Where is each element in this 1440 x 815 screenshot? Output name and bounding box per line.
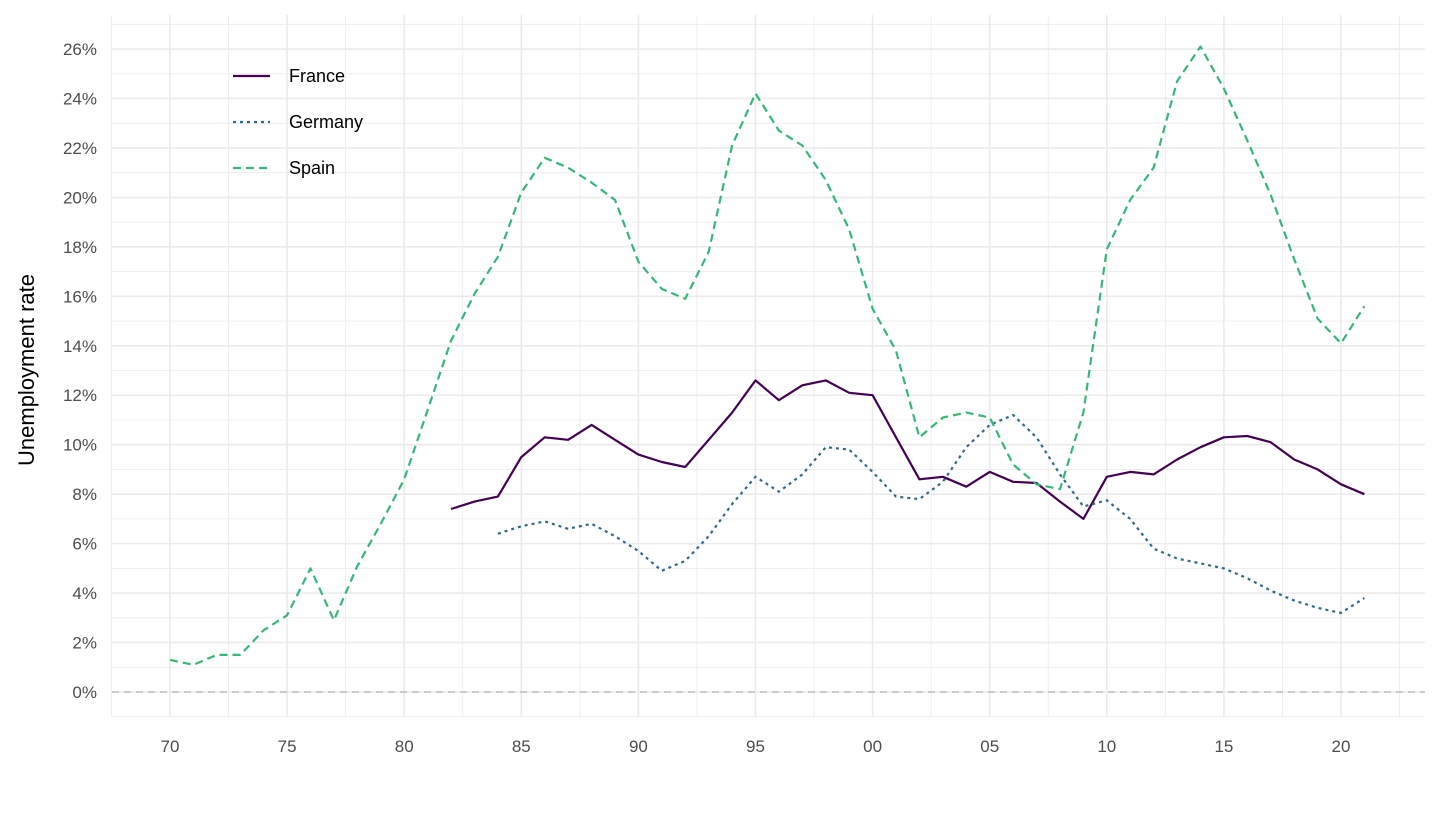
legend-label-spain: Spain	[289, 158, 335, 178]
y-tick-label: 16%	[63, 287, 97, 306]
y-tick-label: 8%	[72, 485, 97, 504]
series-lines	[169, 45, 1366, 666]
series-line-germany	[497, 413, 1365, 615]
x-tick-label: 75	[278, 737, 297, 756]
y-tick-label: 4%	[72, 584, 97, 603]
y-tick-label: 6%	[72, 535, 97, 554]
x-tick-label: 20	[1332, 737, 1351, 756]
y-tick-label: 2%	[72, 634, 97, 653]
y-tick-label: 0%	[72, 683, 97, 702]
legend: France Germany Spain	[233, 66, 363, 178]
y-tick-label: 20%	[63, 188, 97, 207]
y-axis-label: Unemployment rate	[14, 274, 39, 466]
x-axis: 70 75 80 85 90 95 00 05 10 15 20	[161, 737, 1351, 756]
grid	[111, 15, 1425, 718]
y-tick-label: 14%	[63, 337, 97, 356]
legend-label-germany: Germany	[289, 112, 363, 132]
x-tick-label: 70	[161, 737, 180, 756]
x-tick-label: 05	[980, 737, 999, 756]
x-tick-label: 15	[1214, 737, 1233, 756]
y-axis: 0% 2% 4% 6% 8% 10% 12% 14% 16% 18% 20% 22% 24% 26%	[63, 40, 97, 702]
y-tick-label: 18%	[63, 238, 97, 257]
x-tick-label: 10	[1097, 737, 1116, 756]
y-tick-label: 24%	[63, 89, 97, 108]
y-tick-label: 10%	[63, 436, 97, 455]
y-tick-label: 26%	[63, 40, 97, 59]
x-tick-label: 85	[512, 737, 531, 756]
x-tick-label: 80	[395, 737, 414, 756]
y-tick-label: 22%	[63, 139, 97, 158]
series-line-spain	[169, 45, 1366, 666]
legend-label-france: France	[289, 66, 345, 86]
x-tick-label: 00	[863, 737, 882, 756]
x-tick-label: 95	[746, 737, 765, 756]
y-tick-label: 12%	[63, 386, 97, 405]
x-tick-label: 90	[629, 737, 648, 756]
series-line-france	[450, 379, 1365, 521]
